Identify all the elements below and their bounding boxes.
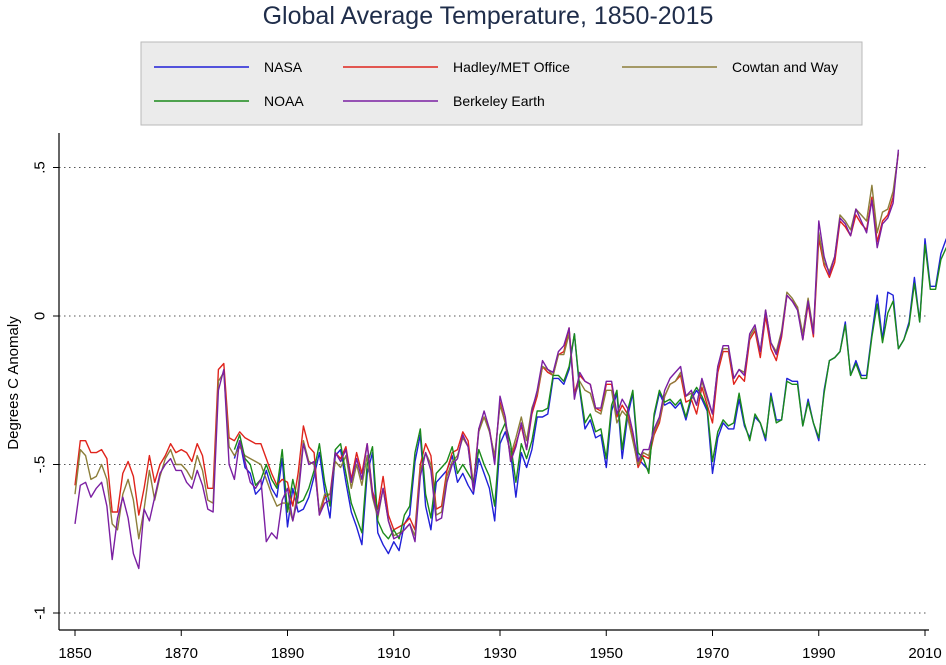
axes: .5 0 -.5 -1 1850 1870 1890 1910 1930 1950 1970 1990… (32, 133, 942, 662)
x-tick-label: 1890 (271, 645, 304, 662)
series-line-noaa (233, 243, 946, 540)
y-tick-label: .5 (32, 161, 49, 174)
legend-box (140, 41, 863, 126)
x-tick-label: 1870 (165, 645, 198, 662)
x-tick-label: 1950 (590, 645, 623, 662)
series-line-berkeley-earth (74, 149, 900, 570)
x-tick-label: 1990 (802, 645, 835, 662)
y-axis-title: Degrees C Anomaly (5, 316, 22, 450)
x-tick-label: 1930 (483, 645, 516, 662)
legend-label-berkeley-earth: Berkeley Earth (453, 93, 545, 109)
y-tick-label: 0 (32, 312, 49, 320)
x-tick-label: 2010 (908, 645, 941, 662)
legend-label-hadley-met-office: Hadley/MET Office (453, 59, 570, 75)
legend-label-cowtan-and-way: Cowtan and Way (732, 59, 838, 75)
y-tick-label: -1 (32, 606, 49, 619)
series-group (74, 149, 946, 570)
x-tick-label: 1910 (377, 645, 410, 662)
legend-label-noaa: NOAA (264, 93, 304, 109)
chart-title: Global Average Temperature, 1850-2015 (263, 2, 714, 30)
legend-label-nasa: NASA (264, 59, 303, 75)
legend: NASA Hadley/MET Office Cowtan and Way NOAA B… (140, 41, 863, 126)
x-tick-label: 1970 (696, 645, 729, 662)
y-tick-label: -.5 (32, 456, 49, 474)
x-tick-label: 1850 (58, 645, 91, 662)
